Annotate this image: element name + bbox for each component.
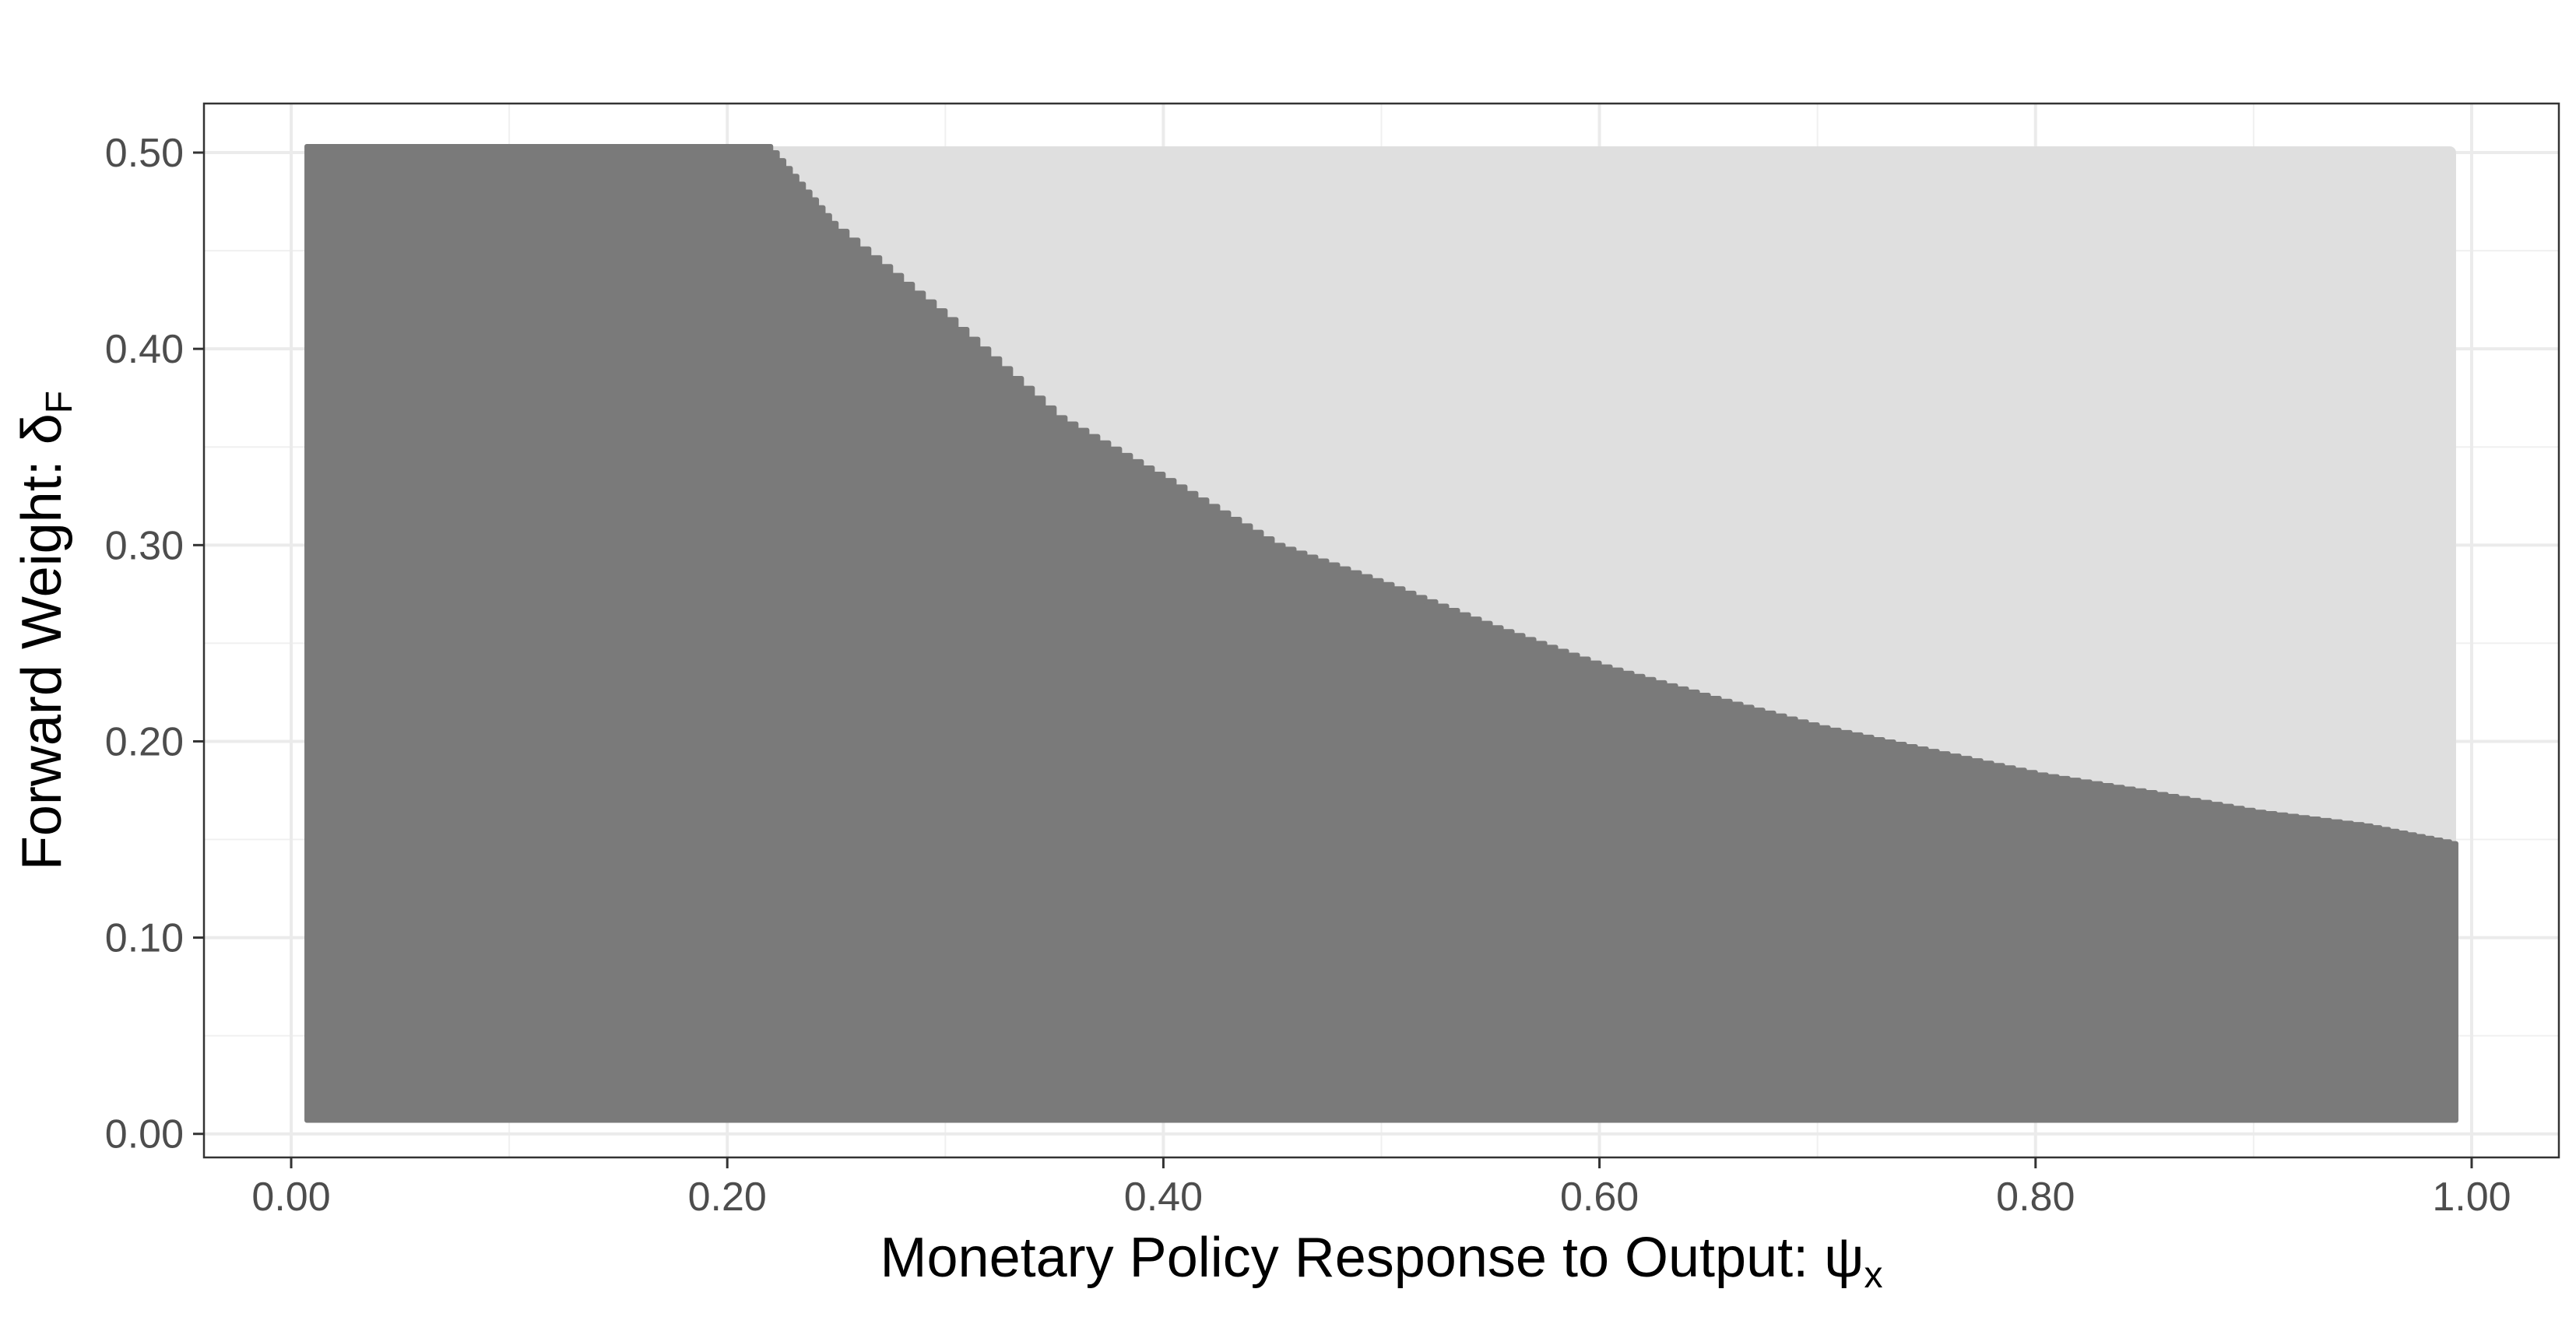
- y-tick-label: 0.20: [105, 719, 184, 764]
- x-tick-label: 0.60: [1560, 1175, 1639, 1220]
- y-tick-label: 0.10: [105, 916, 184, 961]
- x-axis: 0.00 0.20 0.40 0.60 0.80 1.00: [251, 1157, 2511, 1220]
- x-tick-label: 0.00: [251, 1175, 330, 1220]
- y-axis-title: Forward Weight: δF: [11, 391, 80, 870]
- regions: [304, 144, 2458, 1123]
- x-tick-label: 1.00: [2432, 1175, 2511, 1220]
- x-tick-label: 0.20: [688, 1175, 767, 1220]
- y-axis-subscript: F: [39, 391, 80, 413]
- y-tick-label: 0.00: [105, 1112, 184, 1157]
- region-dark: [304, 144, 2458, 1123]
- y-tick-label: 0.30: [105, 523, 184, 568]
- y-tick-label: 0.40: [105, 327, 184, 372]
- x-tick-label: 0.80: [1996, 1175, 2075, 1220]
- x-axis-title: Monetary Policy Response to Output: ψx: [880, 1227, 1883, 1296]
- x-axis-subscript: x: [1864, 1255, 1882, 1296]
- x-tick-label: 0.40: [1124, 1175, 1203, 1220]
- y-axis-title-text: Forward Weight:: [11, 444, 73, 870]
- y-tick-label: 0.50: [105, 131, 184, 176]
- y-axis-symbol: δ: [11, 413, 73, 444]
- x-axis-title-text: Monetary Policy Response to Output:: [880, 1227, 1825, 1289]
- x-axis-symbol: ψ: [1824, 1227, 1864, 1289]
- y-axis: 0.00 0.10 0.20 0.30 0.40 0.50: [105, 131, 204, 1157]
- panel-border: [202, 102, 2560, 1159]
